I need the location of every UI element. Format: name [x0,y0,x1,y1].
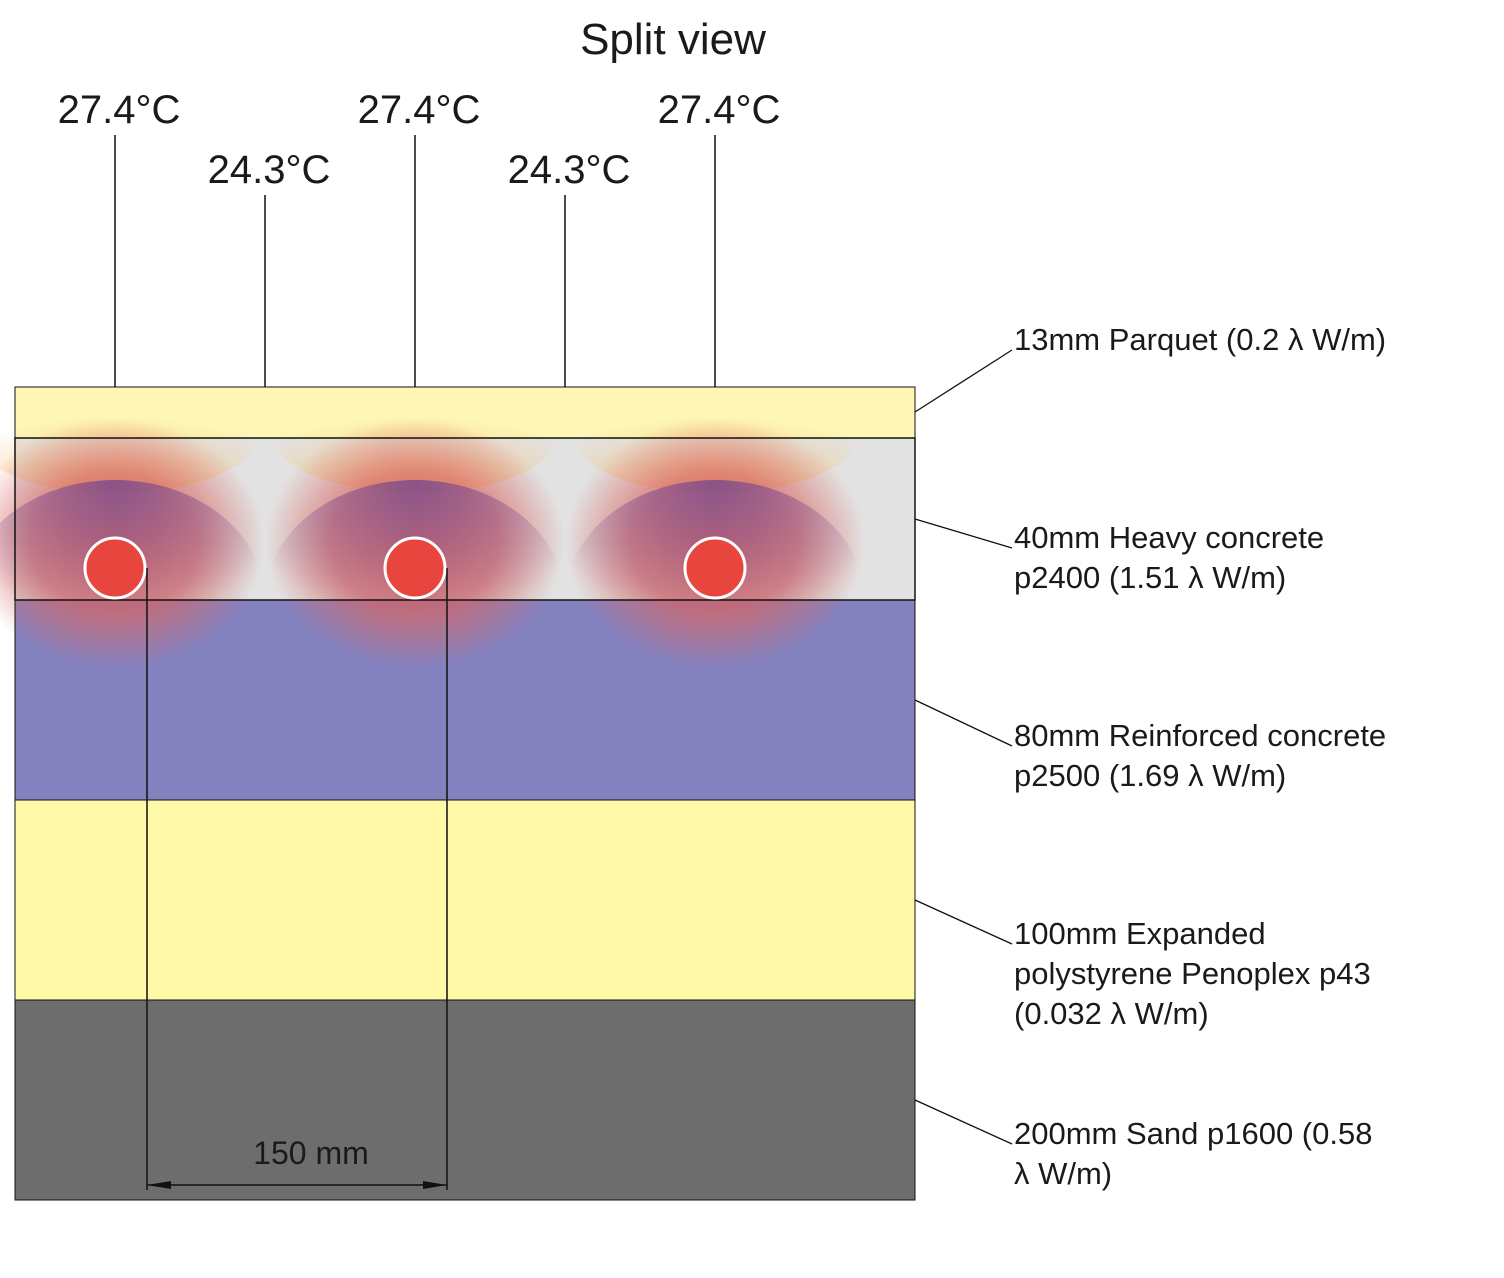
layer-label-line: 40mm Heavy concrete [1014,520,1324,555]
layer-label-line: (0.032 λ W/m) [1014,996,1209,1031]
callout-leader-line [914,349,1013,413]
callout-leader-line [914,899,1013,945]
layer-label-polystyrene: 100mm Expanded polystyrene Penoplex p43 … [1014,916,1379,1031]
layer-label-parquet: 13mm Parquet (0.2 λ W/m) [1014,322,1386,357]
callout-leader-line [914,1099,1013,1145]
layer-label-line: 80mm Reinforced concrete [1014,718,1386,753]
layer-label-line: 200mm Sand p1600 (0.58 [1014,1116,1372,1151]
surface-temperature-readings: 27.4°C 24.3°C 27.4°C 24.3°C 27.4°C [58,88,781,387]
temperature-label: 24.3°C [208,148,331,192]
heating-pipes [83,536,747,600]
layer-label-line: p2500 (1.69 λ W/m) [1014,758,1286,793]
heating-pipe [683,536,747,600]
layer-label-heavy-concrete: 40mm Heavy concrete p2400 (1.51 λ W/m) [1014,520,1333,595]
temperature-label: 27.4°C [58,88,181,132]
pipe-spacing-dimension: 150 mm [146,568,448,1190]
layer-label-reinforced-concrete: 80mm Reinforced concrete p2500 (1.69 λ W… [1014,718,1395,793]
pipe-spacing-label: 150 mm [253,1135,369,1171]
callout-leader-line [914,518,1013,549]
temperature-label: 27.4°C [658,88,781,132]
layer-label-line: 100mm Expanded [1014,916,1266,951]
layer-label-sand: 200mm Sand p1600 (0.58 λ W/m) [1014,1116,1381,1191]
layer-sand [15,1000,915,1200]
heating-pipe [83,536,147,600]
layer-label-line: p2400 (1.51 λ W/m) [1014,560,1286,595]
callout-leader-line [914,699,1013,747]
heating-pipe [383,536,447,600]
temperature-label: 27.4°C [358,88,481,132]
temperature-label: 24.3°C [508,148,631,192]
layer-callouts: 13mm Parquet (0.2 λ W/m) 40mm Heavy conc… [914,322,1395,1191]
layer-label-line: polystyrene Penoplex p43 [1014,956,1371,991]
layer-polystyrene [15,800,915,1000]
diagram-title: Split view [580,15,766,64]
layer-label-line: 13mm Parquet (0.2 λ W/m) [1014,322,1386,357]
layer-label-line: λ W/m) [1014,1156,1112,1191]
